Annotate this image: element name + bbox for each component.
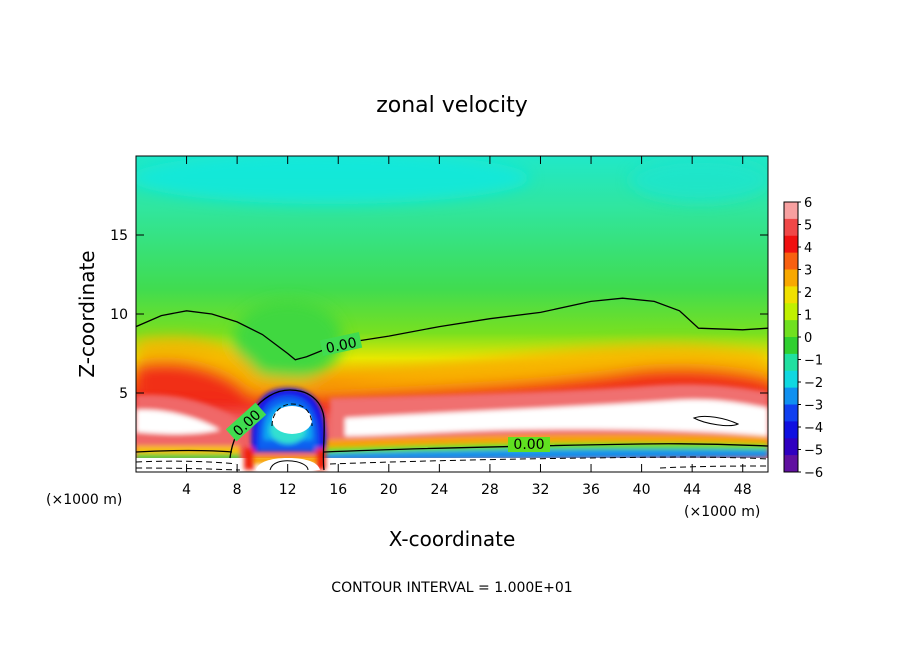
colorbar-swatch: [784, 353, 798, 372]
colorbar-swatch: [784, 269, 798, 287]
colorbar-swatch: [784, 370, 798, 389]
colorbar-tick-label: −3: [804, 399, 823, 414]
colorbar-tick-label: 1: [804, 309, 812, 324]
dome-inner-contour: [271, 403, 313, 427]
x-tick-label: 24: [430, 482, 448, 498]
colorbar-swatch: [784, 320, 798, 338]
colorbar-tick-label: −4: [804, 421, 823, 436]
contour-label-lower: 0.00: [513, 437, 544, 453]
contour-interval-note: CONTOUR INTERVAL = 1.000E+01: [331, 580, 572, 596]
x-tick-label: 28: [481, 482, 499, 498]
colorbar-swatch: [784, 235, 798, 254]
x-axis-label: X-coordinate: [389, 527, 516, 551]
x-tick-label: 32: [532, 482, 550, 498]
colorbar-tick-label: −6: [804, 466, 823, 481]
y-tick-label: 15: [110, 228, 128, 244]
y-axis-ticks: 5 10 15: [110, 228, 768, 402]
y-tick-label: 10: [110, 307, 128, 323]
colorbar-tick-label: 4: [804, 241, 812, 256]
colorbar-tick-label: −2: [804, 376, 823, 391]
x-tick-label: 8: [233, 482, 242, 498]
x-tick-label: 36: [582, 482, 600, 498]
zero-contour-lower: [323, 443, 768, 453]
colorbar-tick-label: 5: [804, 219, 812, 234]
small-closed-contour: [692, 415, 740, 427]
colorbar-swatch: [784, 404, 798, 422]
colorbar-tick-label: 2: [804, 286, 812, 301]
colorbar-swatch: [784, 286, 798, 304]
colorbar-swatch: [784, 218, 798, 237]
chart-title: zonal velocity: [376, 93, 528, 118]
x-tick-label: 40: [633, 482, 651, 498]
x-axis-unit: (×1000 m): [684, 504, 760, 520]
colorbar-swatch: [784, 202, 798, 220]
zero-contour-left-lower: [136, 449, 233, 453]
colorbar-swatch: [784, 252, 798, 270]
colorbar-tick-label: 0: [804, 331, 812, 346]
colorbar-swatch: [784, 303, 798, 321]
dome-bottom-contour: [269, 460, 309, 471]
contour-label-upper: 0.00: [325, 335, 359, 357]
colorbar-tick-label: −1: [804, 354, 823, 369]
x-tick-label: 16: [329, 482, 347, 498]
y-axis-label: Z-coordinate: [75, 250, 99, 377]
colorbar: 6 5 4 3 2 1 0 −1 −2 −3 −4 −5 −6: [783, 196, 823, 481]
colorbar-swatch: [784, 337, 798, 355]
dashed-contour-bottom: [136, 456, 768, 471]
x-tick-label: 20: [380, 482, 398, 498]
colorbar-tick-label: 6: [804, 196, 812, 211]
colorbar-swatch: [784, 421, 798, 439]
zero-contour-upper: [136, 297, 768, 361]
colorbar-swatch: [784, 387, 798, 405]
colorbar-swatch: [784, 438, 798, 456]
heatmap-field: [136, 156, 768, 472]
colorbar-tick-label: 3: [804, 264, 812, 279]
x-axis-ticks: 4 8 12 16 20 24 28 32 36 40 44 48: [182, 156, 752, 498]
x-tick-label: 44: [683, 482, 701, 498]
colorbar-tick-label: −5: [804, 444, 823, 459]
x-tick-label: 48: [734, 482, 752, 498]
colorbar-swatch: [784, 455, 798, 473]
y-tick-label: 5: [119, 386, 128, 402]
x-tick-label: 12: [279, 482, 297, 498]
x-tick-label: 4: [182, 482, 191, 498]
y-axis-unit: (×1000 m): [46, 492, 122, 508]
